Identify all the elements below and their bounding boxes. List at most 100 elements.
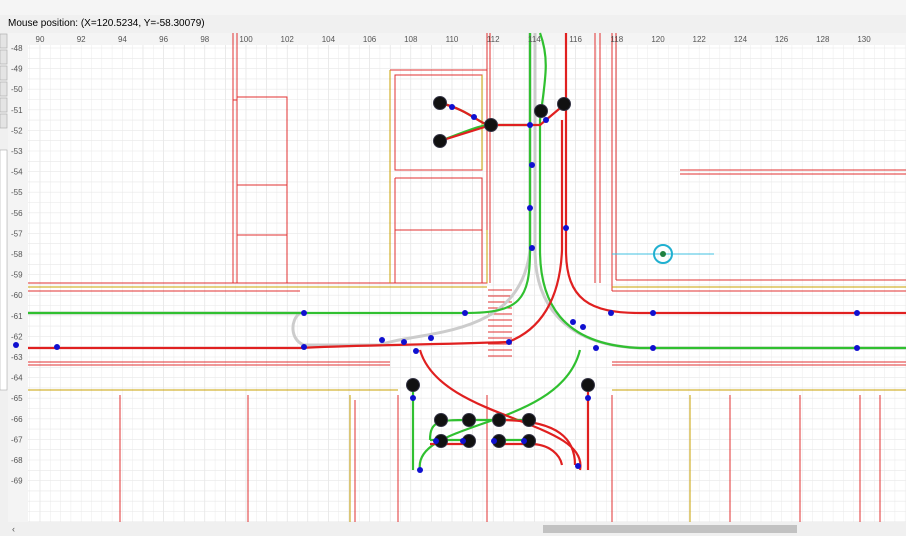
tool-panel bbox=[0, 149, 8, 391]
scroll-left[interactable]: ‹ bbox=[12, 524, 15, 534]
y-ruler-label: -61 bbox=[11, 312, 23, 321]
waypoint bbox=[521, 438, 527, 444]
waypoint bbox=[428, 335, 434, 341]
x-ruler-label: 120 bbox=[651, 35, 665, 44]
junction-node bbox=[462, 413, 476, 427]
x-ruler-label: 112 bbox=[487, 35, 500, 44]
waypoint bbox=[491, 438, 497, 444]
waypoint bbox=[433, 438, 439, 444]
waypoint bbox=[529, 245, 535, 251]
junction-node bbox=[534, 104, 548, 118]
waypoint bbox=[506, 339, 512, 345]
y-ruler-label: -62 bbox=[11, 332, 23, 341]
junction-node bbox=[433, 96, 447, 110]
x-ruler-label: 118 bbox=[610, 35, 623, 44]
x-ruler-label: 116 bbox=[569, 35, 582, 44]
x-ruler bbox=[28, 33, 906, 45]
waypoint bbox=[527, 122, 533, 128]
x-ruler-label: 106 bbox=[363, 35, 377, 44]
waypoint bbox=[410, 395, 416, 401]
waypoint bbox=[527, 205, 533, 211]
waypoint bbox=[54, 344, 60, 350]
x-ruler-label: 122 bbox=[693, 35, 707, 44]
waypoint bbox=[575, 463, 581, 469]
y-ruler-label: -51 bbox=[11, 106, 23, 115]
y-ruler-label: -48 bbox=[11, 44, 23, 53]
y-ruler-label: -52 bbox=[11, 126, 23, 135]
junction-node bbox=[433, 134, 447, 148]
x-ruler-label: 130 bbox=[857, 35, 871, 44]
title-strip bbox=[0, 0, 906, 15]
y-ruler-label: -53 bbox=[11, 147, 23, 156]
x-ruler-label: 110 bbox=[446, 35, 459, 44]
x-ruler-label: 104 bbox=[322, 35, 336, 44]
y-ruler-label: -68 bbox=[11, 456, 23, 465]
x-ruler-label: 108 bbox=[404, 35, 418, 44]
waypoint bbox=[401, 339, 407, 345]
y-ruler-label: -60 bbox=[11, 291, 23, 300]
x-ruler-label: 100 bbox=[239, 35, 253, 44]
y-ruler-label: -57 bbox=[11, 229, 23, 238]
y-ruler-label: -64 bbox=[11, 374, 23, 383]
x-ruler-label: 126 bbox=[775, 35, 789, 44]
y-ruler-label: -56 bbox=[11, 209, 23, 218]
x-ruler-label: 128 bbox=[816, 35, 830, 44]
mouse-position: Mouse position: (X=120.5234, Y=-58.30079… bbox=[8, 16, 906, 32]
junction-node bbox=[522, 413, 536, 427]
waypoint bbox=[543, 117, 549, 123]
y-ruler-label: -67 bbox=[11, 435, 23, 444]
x-ruler-label: 114 bbox=[528, 35, 541, 44]
y-ruler-label: -49 bbox=[11, 65, 23, 74]
junction-node bbox=[581, 378, 595, 392]
tool-button[interactable] bbox=[0, 97, 8, 113]
scroll-thumb[interactable] bbox=[543, 525, 797, 533]
waypoint bbox=[570, 319, 576, 325]
waypoint bbox=[608, 310, 614, 316]
x-ruler-label: 96 bbox=[159, 35, 168, 44]
waypoint bbox=[13, 342, 19, 348]
tool-button[interactable] bbox=[0, 33, 8, 49]
x-ruler-label: 124 bbox=[734, 35, 748, 44]
waypoint bbox=[854, 345, 860, 351]
waypoint bbox=[563, 225, 569, 231]
cursor-marker bbox=[612, 244, 714, 264]
waypoint bbox=[593, 345, 599, 351]
x-ruler-label: 102 bbox=[281, 35, 295, 44]
y-ruler-label: -69 bbox=[11, 477, 23, 486]
tool-button[interactable] bbox=[0, 81, 8, 97]
y-ruler-label: -54 bbox=[11, 168, 23, 177]
x-ruler-label: 90 bbox=[36, 35, 45, 44]
waypoint bbox=[580, 324, 586, 330]
waypoints bbox=[13, 96, 860, 473]
x-ruler-label: 94 bbox=[118, 35, 127, 44]
waypoint bbox=[585, 395, 591, 401]
y-ruler bbox=[8, 33, 28, 522]
waypoint bbox=[650, 345, 656, 351]
y-ruler-label: -55 bbox=[11, 188, 23, 197]
tool-button[interactable] bbox=[0, 65, 8, 81]
waypoint bbox=[471, 114, 477, 120]
tool-button[interactable] bbox=[0, 113, 8, 129]
y-ruler-label: -59 bbox=[11, 271, 23, 280]
waypoint bbox=[462, 310, 468, 316]
waypoint bbox=[650, 310, 656, 316]
waypoint bbox=[449, 104, 455, 110]
toolbar bbox=[0, 33, 8, 391]
x-ruler-label: 98 bbox=[200, 35, 209, 44]
junction-node bbox=[492, 413, 506, 427]
waypoint bbox=[854, 310, 860, 316]
waypoint bbox=[301, 310, 307, 316]
waypoint bbox=[417, 467, 423, 473]
junction-node bbox=[557, 97, 571, 111]
y-ruler-label: -58 bbox=[11, 250, 23, 259]
y-ruler-label: -63 bbox=[11, 353, 23, 362]
map-curbs bbox=[28, 70, 906, 522]
junction-node bbox=[484, 118, 498, 132]
y-ruler-label: -65 bbox=[11, 394, 23, 403]
waypoint bbox=[529, 162, 535, 168]
junction-node bbox=[434, 413, 448, 427]
waypoint bbox=[301, 344, 307, 350]
tool-button[interactable] bbox=[0, 49, 8, 65]
